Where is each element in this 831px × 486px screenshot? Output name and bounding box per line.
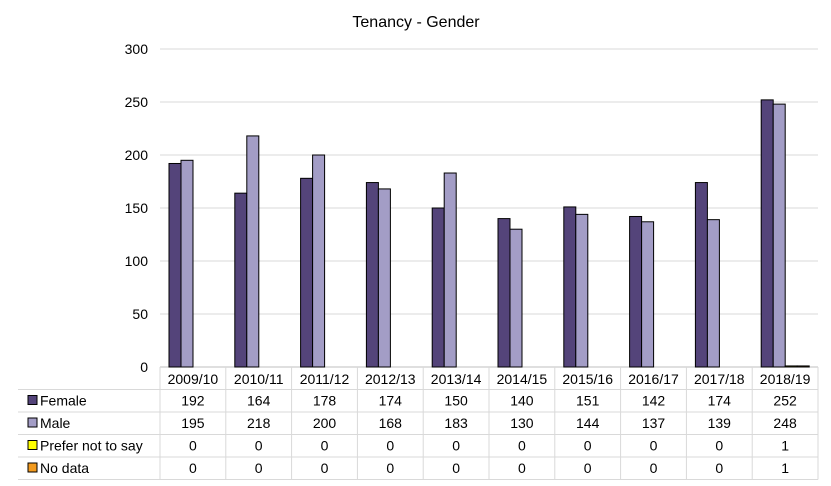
y-tick-label: 100 [125, 253, 149, 269]
bar-female [760, 99, 774, 368]
bar-male [575, 213, 589, 368]
data-label: 195 [181, 415, 205, 431]
legend-label: Male [40, 415, 71, 431]
bar-male [443, 172, 457, 368]
data-label: 139 [708, 415, 732, 431]
bars [168, 99, 810, 368]
x-tick-label: 2015/16 [562, 371, 613, 387]
legend-key-female [27, 395, 38, 405]
data-table: 2009/10 2010/11 2011/12 2012/13 2013/14 2014/… [18, 367, 819, 480]
data-label: 151 [576, 393, 600, 409]
data-label: 150 [444, 393, 468, 409]
legend-label: Prefer not to say [40, 438, 143, 454]
data-label: 1 [781, 460, 789, 476]
bar-prefer-not-to-say [784, 365, 798, 368]
legend-key-no-data [27, 462, 38, 473]
bar-male [509, 228, 523, 368]
x-tick-label: 2012/13 [365, 371, 416, 387]
bar-female [365, 182, 379, 368]
data-label: 137 [642, 415, 666, 431]
y-tick-label: 300 [125, 41, 149, 57]
bar-no-data [796, 365, 810, 368]
data-label: 0 [255, 460, 263, 476]
data-label: 0 [584, 460, 592, 476]
x-tick-label: 2011/12 [300, 371, 350, 387]
bar-male [246, 135, 260, 368]
x-tick-label: 2014/15 [497, 371, 548, 387]
bar-female [431, 207, 445, 368]
data-label: 1 [781, 438, 789, 454]
x-tick-label: 2010/11 [234, 371, 284, 387]
legend-label: No data [40, 460, 89, 476]
bar-male [377, 188, 391, 368]
data-label: 0 [715, 460, 723, 476]
data-label: 0 [650, 460, 658, 476]
data-label: 0 [584, 438, 592, 454]
data-label: 252 [773, 393, 797, 409]
bar-female [300, 177, 314, 368]
bar-male [706, 219, 720, 368]
bar-male [312, 154, 326, 368]
y-tick-label: 0 [140, 359, 148, 375]
data-label: 164 [247, 393, 271, 409]
legend-key-male [27, 417, 38, 428]
data-label: 200 [313, 415, 337, 431]
x-tick-label: 2009/10 [168, 371, 219, 387]
data-label: 140 [510, 393, 534, 409]
y-tick-label: 150 [125, 200, 149, 216]
data-label: 0 [321, 438, 329, 454]
data-label: 0 [715, 438, 723, 454]
x-tick-label: 2013/14 [431, 371, 482, 387]
bar-male [180, 159, 194, 368]
data-label: 218 [247, 415, 271, 431]
data-label: 0 [321, 460, 329, 476]
bar-female [234, 192, 248, 368]
data-label: 0 [386, 438, 394, 454]
data-label: 0 [452, 438, 460, 454]
data-label: 174 [379, 393, 403, 409]
data-label: 0 [189, 438, 197, 454]
data-label: 130 [510, 415, 534, 431]
data-label: 0 [386, 460, 394, 476]
bar-female [563, 206, 577, 368]
data-label: 0 [255, 438, 263, 454]
data-label: 0 [452, 460, 460, 476]
x-tick-label: 2018/19 [760, 371, 811, 387]
data-label: 248 [773, 415, 797, 431]
bar-male [772, 103, 786, 368]
y-tick-label: 200 [125, 147, 149, 163]
bar-female [694, 182, 708, 368]
bar-male [641, 221, 655, 368]
chart-title: Tenancy - Gender [352, 14, 480, 31]
y-axis-ticks: 0 50 100 150 200 250 300 [125, 41, 149, 375]
legend-label: Female [40, 393, 87, 409]
data-label: 183 [444, 415, 468, 431]
bar-female [629, 215, 643, 368]
data-label: 0 [189, 460, 197, 476]
data-label: 144 [576, 415, 600, 431]
x-tick-label: 2017/18 [694, 371, 745, 387]
data-label: 174 [708, 393, 732, 409]
y-tick-label: 50 [132, 306, 148, 322]
data-label: 0 [518, 460, 526, 476]
bar-female [168, 162, 182, 368]
data-label: 178 [313, 393, 337, 409]
data-label: 142 [642, 393, 666, 409]
y-tick-label: 250 [125, 94, 149, 110]
data-label: 168 [379, 415, 403, 431]
data-label: 0 [518, 438, 526, 454]
data-label: 192 [181, 393, 205, 409]
data-label: 0 [650, 438, 658, 454]
bar-female [497, 218, 511, 368]
gridlines [160, 48, 818, 368]
x-tick-label: 2016/17 [628, 371, 679, 387]
legend-key-prefer-not-to-say [27, 440, 38, 450]
